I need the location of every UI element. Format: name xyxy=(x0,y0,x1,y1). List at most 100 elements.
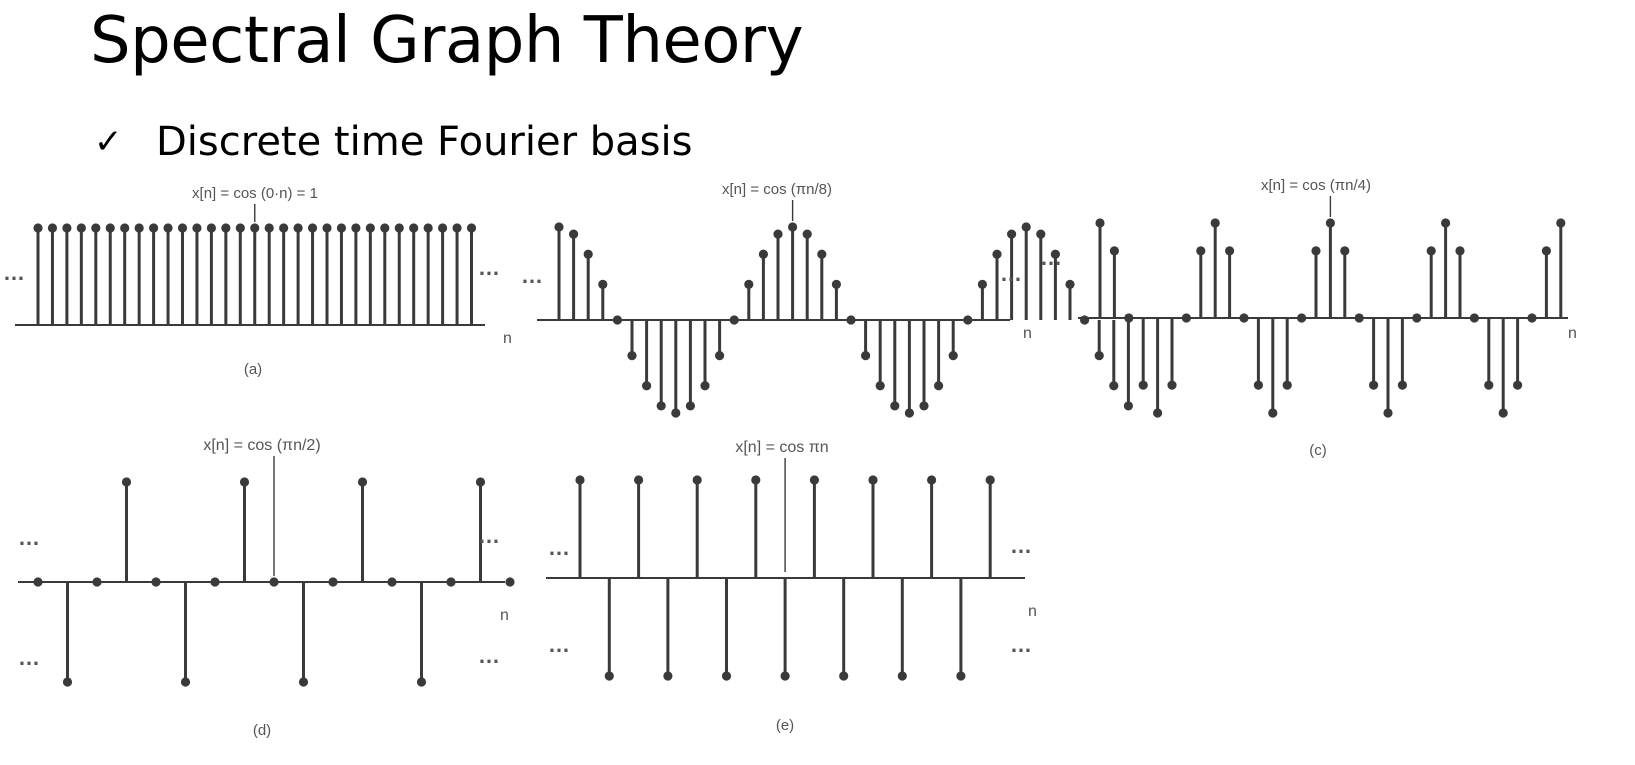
chart-b-tip-12 xyxy=(963,315,973,325)
chart-a-tip--5 xyxy=(177,223,188,233)
chart-a-tip--14 xyxy=(47,223,58,233)
chart-b-tip--8 xyxy=(671,408,681,418)
chart-a-title: x[n] = cos (0·n) = 1 xyxy=(192,185,318,202)
chart-a-tip--13 xyxy=(62,223,72,233)
chart-d-tip--7 xyxy=(62,677,73,687)
chart-b-tip-16 xyxy=(1021,222,1031,232)
chart-c-tip-0 xyxy=(1325,218,1335,228)
chart-e-tip--5 xyxy=(634,475,644,485)
chart-d-tip-8 xyxy=(505,577,515,587)
chart-d-tip--2 xyxy=(210,577,220,587)
chart-b-tip-11 xyxy=(948,351,958,361)
chart-c-tip--3 xyxy=(1282,380,1292,390)
chart-a-tip-8 xyxy=(365,223,375,233)
chart-b-tip-18 xyxy=(1050,249,1060,259)
chart-a-tip-14 xyxy=(452,223,462,233)
bullet-item: ✓ Discrete time Fourier basis xyxy=(94,114,692,170)
chart-a-tip--10 xyxy=(105,223,115,233)
chart-b-tip--11 xyxy=(627,351,637,361)
chart-b-continuation-left: … xyxy=(521,263,543,288)
chart-b-tip-14 xyxy=(992,249,1002,259)
chart-a-tip--1 xyxy=(235,223,245,233)
chart-c-caption: (c) xyxy=(1309,442,1327,459)
chart-e-tip-2 xyxy=(839,671,849,681)
chart-b-tip--15 xyxy=(569,229,579,239)
chart-e-tip--4 xyxy=(663,671,673,681)
chart-b-tip--6 xyxy=(700,381,710,391)
chart-e-continuation-left: … xyxy=(548,535,570,560)
chart-c-tip-4 xyxy=(1383,408,1393,418)
chart-a-tip-7 xyxy=(351,223,361,233)
chart-b-tip-13 xyxy=(977,279,988,289)
chart-c-tip--2 xyxy=(1297,313,1307,323)
chart-e-tip-7 xyxy=(985,475,995,485)
chart-b-tip--12 xyxy=(612,315,623,325)
chart-c-title: x[n] = cos (πn/4) xyxy=(1261,177,1371,194)
chart-b-tip-3 xyxy=(831,279,842,289)
chart-c-tip--5 xyxy=(1253,380,1263,390)
chart-e-tip-0 xyxy=(780,671,790,681)
chart-a-tip-0 xyxy=(250,223,260,233)
chart-c-tip--6 xyxy=(1239,313,1249,323)
chart-d-tip--6 xyxy=(92,577,102,587)
chart-d-tip-2 xyxy=(328,577,338,587)
chart-a-tip--9 xyxy=(120,223,130,233)
chart-b-tip-6 xyxy=(875,381,885,391)
chart-a-tip--8 xyxy=(134,223,144,233)
chart-e-tip-5 xyxy=(927,475,937,485)
chart-d-continuation-left: … xyxy=(18,525,40,550)
chart-a-tip-15 xyxy=(466,223,477,233)
chart-c-tip--7 xyxy=(1225,246,1235,256)
chart-c-tip--11 xyxy=(1167,380,1177,390)
chart-b-tip--1 xyxy=(773,229,783,239)
chart-d-tip-4 xyxy=(387,577,397,587)
chart-d-continuation-left-lower: … xyxy=(18,645,40,670)
chart-c-tip--15 xyxy=(1109,246,1119,256)
chart-c-tip-8 xyxy=(1441,218,1451,228)
slide-title: Spectral Graph Theory xyxy=(90,4,804,78)
chart-a-tip-11 xyxy=(409,223,419,233)
check-icon: ✓ xyxy=(94,122,123,162)
chart-e-tip-6 xyxy=(956,671,966,681)
chart-b-tip-21 xyxy=(1094,351,1104,361)
chart-c-tip-1 xyxy=(1340,246,1350,256)
chart-d-caption: (d) xyxy=(253,722,271,739)
chart-b-tip-8 xyxy=(904,408,915,418)
chart-c-tip-9 xyxy=(1455,246,1465,256)
chart-a-tip-6 xyxy=(336,223,347,233)
chart-a-tip-12 xyxy=(423,223,433,233)
chart-d-tip--1 xyxy=(239,477,250,487)
chart-b-tip-10 xyxy=(934,381,944,391)
chart-a-tip--4 xyxy=(192,223,202,233)
chart-a-caption: (a) xyxy=(244,361,262,378)
chart-c-tip--4 xyxy=(1268,408,1278,418)
chart-a-tip-5 xyxy=(322,223,332,233)
chart-a-tip-1 xyxy=(264,223,274,233)
chart-e-tip--3 xyxy=(692,475,702,485)
chart-a-tip--7 xyxy=(149,223,159,233)
chart-a-tip--2 xyxy=(221,223,231,233)
chart-b-tip-9 xyxy=(919,401,929,411)
chart-e-continuation-left-lower: … xyxy=(548,632,570,657)
chart-a-tip-4 xyxy=(307,223,318,233)
chart-c-xlabel: n xyxy=(1568,325,1577,342)
chart-a-tip--12 xyxy=(76,223,86,233)
chart-b-continuation-right: … xyxy=(1000,261,1022,286)
chart-d-tip-7 xyxy=(475,477,486,487)
chart-b-tip-4 xyxy=(846,315,856,325)
chart-b-tip--7 xyxy=(685,401,696,411)
chart-b-tip--4 xyxy=(729,315,739,325)
chart-b-tip-20 xyxy=(1080,315,1090,325)
chart-a-tip-13 xyxy=(438,223,448,233)
chart-d-tip-0 xyxy=(269,577,279,587)
chart-b-tip--3 xyxy=(744,279,754,289)
chart-a-tip--15 xyxy=(33,223,43,233)
chart-b-tip--13 xyxy=(598,279,608,289)
chart-e-tip--7 xyxy=(575,475,585,485)
chart-c-tip-6 xyxy=(1412,313,1422,323)
chart-b-tip-0 xyxy=(788,222,798,232)
chart-e-xlabel: n xyxy=(1028,603,1037,620)
chart-c-tip-3 xyxy=(1369,380,1379,390)
chart-c-tip--1 xyxy=(1311,246,1321,256)
